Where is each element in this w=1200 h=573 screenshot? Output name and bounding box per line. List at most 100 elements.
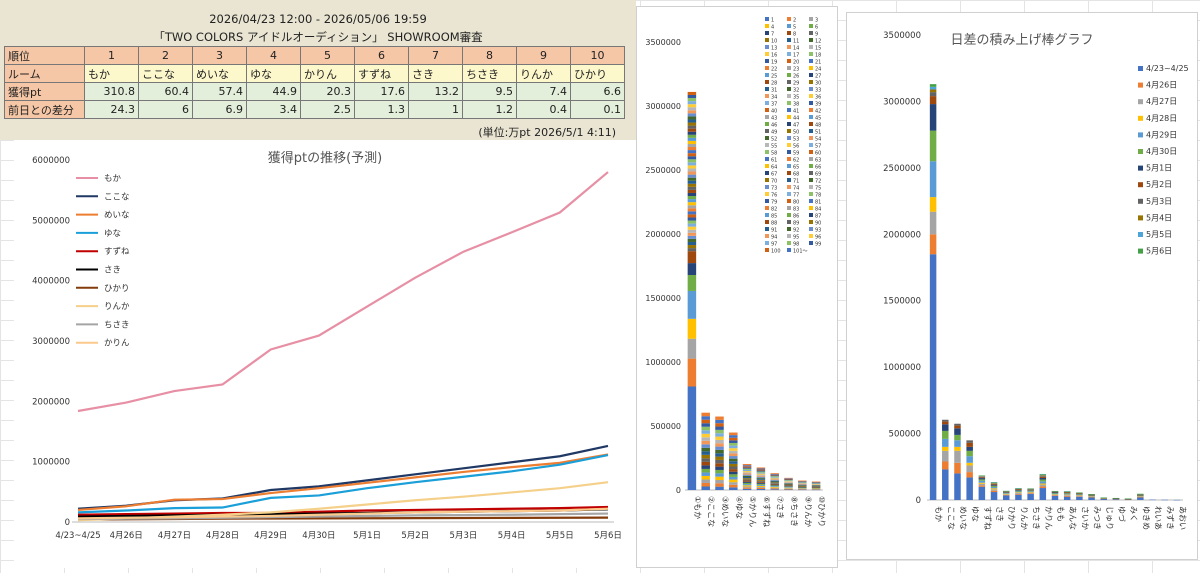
- room-cell[interactable]: もか: [84, 64, 139, 83]
- points-cell[interactable]: 20.3: [300, 82, 355, 101]
- bar-segment: [1002, 491, 1010, 492]
- diff-cell[interactable]: 6.9: [192, 100, 247, 119]
- diff-cell[interactable]: 0.1: [570, 100, 625, 119]
- category-label: ひかり: [1007, 506, 1016, 530]
- bar-segment: [1063, 495, 1071, 496]
- room-cell[interactable]: すずね: [354, 64, 409, 83]
- bar-segment: [1039, 476, 1047, 477]
- points-cell[interactable]: 44.9: [246, 82, 301, 101]
- y-tick-label: 2000000: [645, 230, 681, 239]
- bar-segment: [756, 485, 766, 487]
- room-cell[interactable]: ちさき: [462, 64, 517, 83]
- y-tick-label: 5000000: [32, 216, 70, 226]
- bar-segment: [756, 477, 766, 479]
- bar-segment: [1002, 493, 1010, 494]
- bar-segment: [756, 480, 766, 482]
- legend-swatch: [765, 143, 769, 147]
- line-chart-panel[interactable]: 獲得ptの推移(予測) 0 1000000 2000000 3000000 4000000…: [14, 140, 636, 568]
- series-line-もか: [77, 171, 609, 413]
- points-cell[interactable]: 310.8: [84, 82, 139, 101]
- legend-label: 4/23~4/25: [1146, 64, 1189, 73]
- rank-cell[interactable]: 3: [192, 46, 247, 65]
- bar-segment: [770, 486, 779, 488]
- bar-segment: [687, 217, 697, 221]
- room-cell[interactable]: りんか: [516, 64, 571, 83]
- legend-label: さき: [104, 266, 121, 276]
- bar-segment: [1137, 495, 1144, 497]
- rank-cell[interactable]: 7: [408, 46, 463, 65]
- diff-cell[interactable]: 1.2: [462, 100, 517, 119]
- bar-segment: [811, 485, 821, 486]
- bar-segment: [1039, 475, 1047, 477]
- bar-segment: [942, 469, 949, 500]
- bar-segment: [1076, 496, 1083, 497]
- room-cell[interactable]: めいな: [192, 64, 247, 83]
- legend-swatch: [809, 45, 813, 49]
- points-cell[interactable]: 60.4: [138, 82, 193, 101]
- legend-swatch: [809, 38, 813, 42]
- legend-label: 73: [771, 186, 777, 192]
- y-tick-label: 2500000: [645, 166, 681, 175]
- rank-cell[interactable]: 4: [246, 46, 301, 65]
- points-cell[interactable]: 13.2: [408, 82, 463, 101]
- room-cell[interactable]: ここな: [138, 64, 193, 83]
- points-cell[interactable]: 57.4: [192, 82, 247, 101]
- bar-segment: [729, 463, 738, 467]
- points-cell[interactable]: 7.4: [516, 82, 571, 101]
- points-row: 獲得pt 310.8 60.4 57.4 44.9 20.3 17.6 13.2…: [4, 82, 625, 101]
- legend-label: 9: [815, 32, 818, 38]
- stacked-bar-panel[interactable]: 0 500000 1000000 1500000 2000000 2500000 30000…: [636, 6, 838, 568]
- legend-swatch: [787, 59, 791, 63]
- bar-segment: [1088, 496, 1095, 497]
- bar-segment: [742, 487, 752, 489]
- bar-segment: [687, 235, 697, 239]
- legend-swatch: [787, 241, 791, 245]
- bar-segment: [811, 482, 821, 484]
- legend-swatch: [787, 164, 791, 168]
- diff-cell[interactable]: 24.3: [84, 100, 139, 119]
- category-label: ⑩ひかり: [817, 496, 826, 527]
- points-cell[interactable]: 6.6: [570, 82, 625, 101]
- diff-cell[interactable]: 0.4: [516, 100, 571, 119]
- rank-cell[interactable]: 2: [138, 46, 193, 65]
- bar-segment: [742, 479, 752, 481]
- legend-swatch: [765, 206, 769, 210]
- bar-segment: [929, 96, 937, 105]
- points-cell[interactable]: 9.5: [462, 82, 517, 101]
- diff-cell[interactable]: 2.5: [300, 100, 355, 119]
- bar-segment: [1088, 496, 1095, 498]
- room-cell[interactable]: ひかり: [570, 64, 625, 83]
- legend-swatch: [787, 213, 791, 217]
- rank-cell[interactable]: 9: [516, 46, 571, 65]
- bar-segment: [687, 186, 697, 190]
- rank-cell[interactable]: 6: [354, 46, 409, 65]
- diff-cell[interactable]: 1.3: [354, 100, 409, 119]
- bar-segment: [1051, 492, 1059, 493]
- rank-cell[interactable]: 8: [462, 46, 517, 65]
- rank-cell[interactable]: 10: [570, 46, 625, 65]
- bar-segment: [770, 488, 779, 490]
- daily-diff-panel[interactable]: 日差の積み上げ棒グラフ 0 500000 1000000 1500000 2000000 2…: [846, 12, 1198, 560]
- diff-cell[interactable]: 6: [138, 100, 193, 119]
- rank-cell[interactable]: 5: [300, 46, 355, 65]
- legend-label: 97: [771, 242, 777, 248]
- bar-segment: [1051, 492, 1059, 494]
- x-tick-label: 5月4日: [498, 531, 526, 541]
- legend-label: 20: [793, 60, 799, 66]
- room-cell[interactable]: ゆな: [246, 64, 301, 83]
- legend-swatch: [787, 94, 791, 98]
- room-cell[interactable]: かりん: [300, 64, 355, 83]
- y-tick-label: 4000000: [32, 277, 70, 287]
- legend-label: 5月5日: [1146, 230, 1172, 239]
- legend-swatch: [765, 192, 769, 196]
- bar-segment: [811, 488, 821, 490]
- diff-cell[interactable]: 3.4: [246, 100, 301, 119]
- diff-cell[interactable]: 1: [408, 100, 463, 119]
- rank-cell[interactable]: 1: [84, 46, 139, 65]
- legend-label: 4: [771, 25, 774, 31]
- bar-segment: [990, 490, 998, 493]
- bar-segment: [729, 479, 738, 483]
- points-cell[interactable]: 17.6: [354, 82, 409, 101]
- room-cell[interactable]: さき: [408, 64, 463, 83]
- legend-label: 48: [815, 123, 821, 129]
